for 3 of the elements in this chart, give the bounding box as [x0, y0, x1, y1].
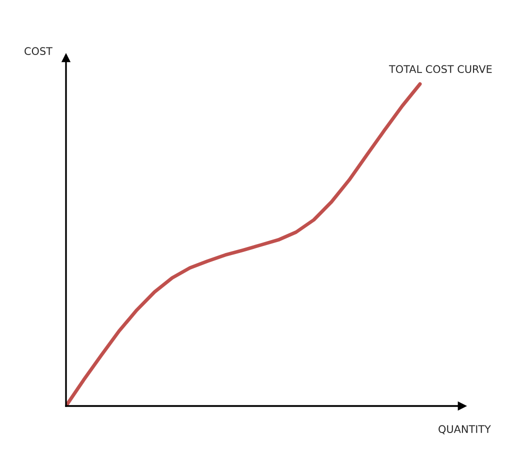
text: TOTAL COST CURVE — [388, 65, 492, 74]
x-axis-title: QUANTITY — [438, 425, 491, 434]
y-axis-title: COST — [24, 47, 52, 56]
